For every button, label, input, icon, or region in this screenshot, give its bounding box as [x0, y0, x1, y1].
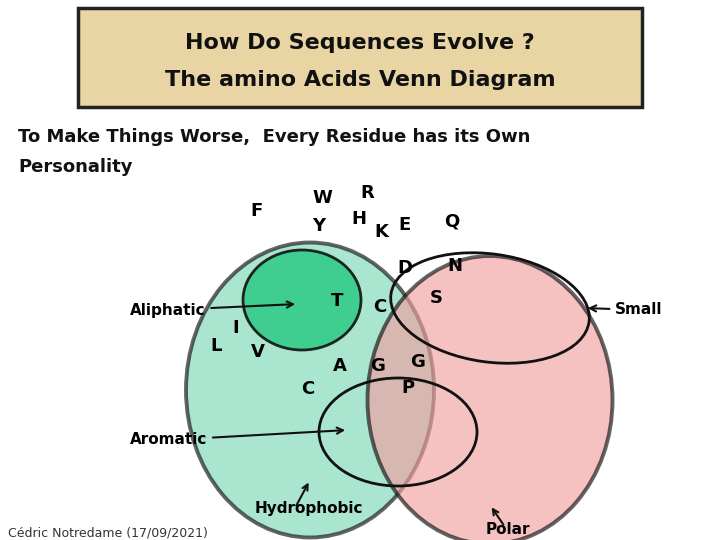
- Text: Personality: Personality: [18, 158, 132, 176]
- Text: L: L: [210, 336, 222, 355]
- Text: C: C: [374, 298, 387, 316]
- Text: Aliphatic: Aliphatic: [130, 301, 293, 318]
- Text: R: R: [360, 184, 374, 202]
- Text: N: N: [448, 256, 462, 275]
- Text: Cédric Notredame (17/09/2021): Cédric Notredame (17/09/2021): [8, 526, 208, 539]
- Text: F: F: [250, 201, 263, 220]
- Text: Hydrophobic: Hydrophobic: [255, 501, 364, 516]
- Text: S: S: [430, 289, 443, 307]
- Text: E: E: [398, 215, 411, 234]
- Text: H: H: [351, 210, 366, 228]
- Text: I: I: [233, 319, 240, 338]
- Text: To Make Things Worse,  Every Residue has its Own: To Make Things Worse, Every Residue has …: [18, 128, 531, 146]
- Text: Q: Q: [444, 212, 460, 231]
- Text: D: D: [397, 259, 412, 277]
- Text: G: G: [370, 357, 384, 375]
- Text: The amino Acids Venn Diagram: The amino Acids Venn Diagram: [165, 70, 555, 90]
- Text: W: W: [312, 188, 333, 207]
- Text: T: T: [330, 292, 343, 310]
- Text: Aromatic: Aromatic: [130, 428, 343, 448]
- Text: V: V: [251, 343, 265, 361]
- Text: Small: Small: [590, 302, 662, 318]
- Text: G: G: [410, 353, 425, 371]
- FancyBboxPatch shape: [78, 8, 642, 107]
- Text: Polar: Polar: [486, 523, 530, 537]
- Ellipse shape: [186, 242, 434, 537]
- Text: Y: Y: [312, 217, 325, 235]
- Text: A: A: [333, 357, 347, 375]
- Text: P: P: [401, 379, 414, 397]
- Ellipse shape: [243, 250, 361, 350]
- Text: C: C: [302, 380, 315, 398]
- Text: How Do Sequences Evolve ?: How Do Sequences Evolve ?: [185, 33, 535, 53]
- Ellipse shape: [367, 256, 613, 540]
- Text: K: K: [374, 223, 389, 241]
